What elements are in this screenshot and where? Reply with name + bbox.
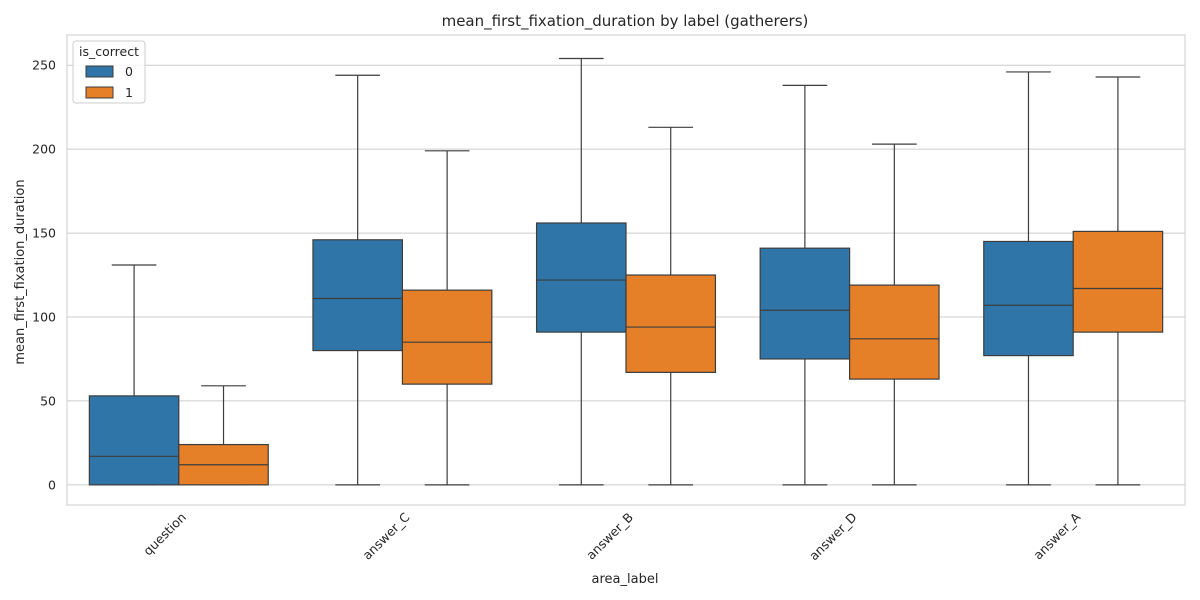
box-question-series-1 <box>178 385 269 486</box>
legend-swatch-0 <box>85 65 114 78</box>
box-iqr <box>401 289 493 385</box>
box-iqr <box>983 240 1074 357</box>
y-tick-label: 0 <box>48 477 56 492</box>
box-iqr <box>1072 230 1164 333</box>
box-iqr <box>759 247 851 360</box>
box-iqr <box>848 284 940 380</box>
box-answer_C-series-0 <box>312 74 403 486</box>
box-iqr <box>312 239 403 352</box>
boxes-layer <box>88 57 1164 486</box>
box-answer_D-series-1 <box>848 143 940 486</box>
legend-label-0: 0 <box>125 64 133 79</box>
y-tick-label: 250 <box>32 58 56 73</box>
box-answer_B-series-1 <box>625 126 717 486</box>
y-tick-label: 50 <box>40 393 56 408</box>
y-axis-label: mean_first_fixation_duration <box>13 179 28 364</box>
y-tick-label: 100 <box>32 310 56 325</box>
legend: is_correct 0 1 <box>72 40 146 104</box>
x-axis-label: area_label <box>592 572 659 587</box>
y-tick-labels: 0 50 100 150 200 250 <box>32 58 56 493</box>
y-tick-label: 150 <box>32 226 56 241</box>
box-answer_D-series-0 <box>759 84 851 486</box>
y-tick-label: 200 <box>32 142 56 157</box>
chart-title: mean_first_fixation_duration by label (g… <box>442 12 809 31</box>
box-iqr <box>535 222 627 333</box>
box-question-series-0 <box>88 264 180 486</box>
legend-title: is_correct <box>79 44 139 59</box>
box-iqr <box>625 274 717 373</box>
legend-swatch-1 <box>85 86 114 99</box>
box-answer_A-series-1 <box>1072 76 1164 486</box>
box-answer_A-series-0 <box>983 71 1074 486</box>
box-answer_B-series-0 <box>535 57 627 486</box>
box-iqr <box>88 395 180 486</box>
box-answer_C-series-1 <box>401 150 493 486</box>
legend-label-1: 1 <box>125 85 133 100</box>
